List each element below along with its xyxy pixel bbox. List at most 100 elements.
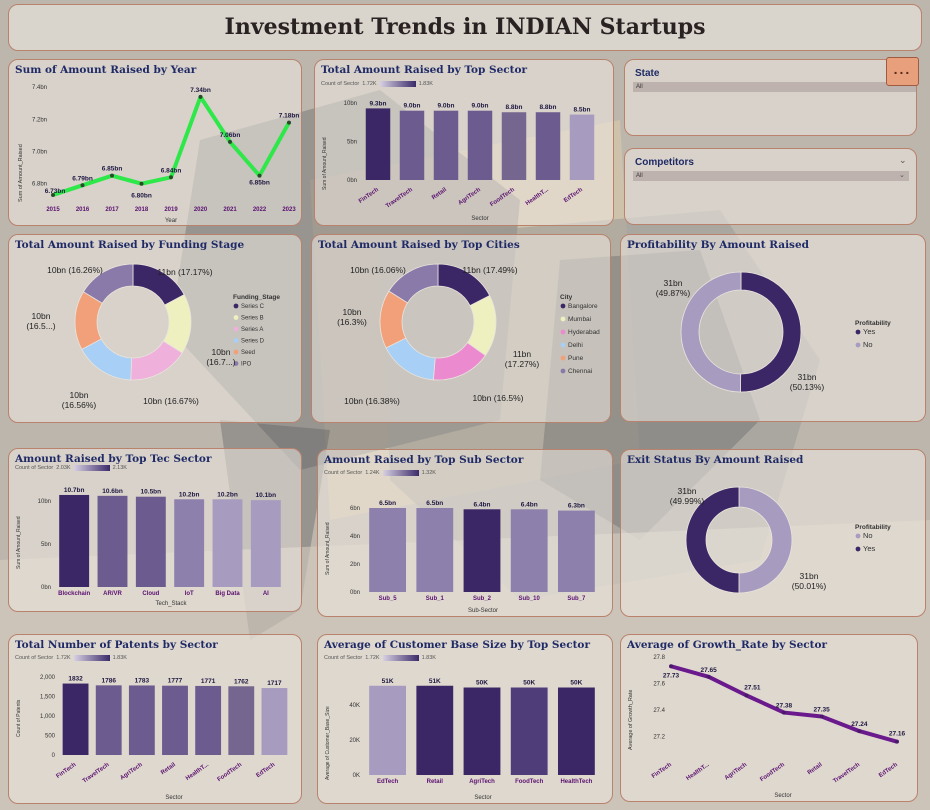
- slice-data-label: 10bn (16.67%): [143, 396, 199, 406]
- bar-data-label: 10.7bn: [64, 487, 85, 494]
- y-tick-label: 500: [45, 734, 56, 740]
- bar: [128, 685, 155, 755]
- dropdown-chevron-icon[interactable]: ⌄: [899, 172, 905, 179]
- profit-donut-panel[interactable]: Profitability By Amount Raised 31bn (50.1…: [620, 234, 926, 422]
- bar: [62, 683, 89, 755]
- x-tick-label: TravelTech: [82, 762, 111, 785]
- x-tick-label: 2017: [105, 207, 119, 213]
- growth-chart-svg: Average of Growth_Rate Sector 27.8 27.6 27…: [628, 655, 906, 799]
- bar-data-label: 10.2bn: [179, 491, 200, 498]
- legend-entry: Series A: [241, 327, 263, 333]
- subsector-chart-legend: Count of Sector 1.24K 1.32K: [324, 470, 436, 476]
- bar: [463, 509, 501, 592]
- x-tick-label: FinTech: [56, 762, 78, 780]
- state-slicer-panel[interactable]: State All: [624, 59, 917, 136]
- year-chart-ylabel: Sum of Amount_Raised: [18, 144, 24, 202]
- legend-entry: Series B: [241, 316, 264, 322]
- competitors-slicer-panel[interactable]: Competitors ⌄ All ⌄: [624, 148, 917, 225]
- data-point: [110, 173, 114, 178]
- y-tick-label: 0: [52, 753, 56, 759]
- y-tick-label: 10bn: [344, 101, 357, 107]
- bar: [399, 110, 425, 180]
- slice-data-label: 10bn (16.5%): [472, 393, 523, 403]
- exit-donut-panel[interactable]: Exit Status By Amount Raised 31bn (50.01%…: [620, 449, 926, 617]
- legend-swatch: [560, 368, 566, 374]
- bar: [510, 687, 548, 775]
- legend-swatch: [855, 533, 861, 539]
- point-data-label: 7.34bn: [190, 87, 211, 94]
- state-slicer-dropdown[interactable]: All: [633, 82, 916, 92]
- tech-chart-panel[interactable]: Amount Raised by Top Tec Sector Count of…: [8, 448, 302, 612]
- patents-legend-min: 1.72K: [56, 655, 71, 661]
- x-tick-label: EdTech: [255, 762, 276, 779]
- bar: [250, 500, 281, 587]
- bar: [535, 112, 561, 180]
- customer-chart-panel[interactable]: Average of Customer Base Size by Top Sec…: [317, 634, 613, 804]
- legend-swatch: [560, 329, 566, 335]
- tech-legend-max: 2.13K: [112, 465, 127, 471]
- bar-data-label: 8.5bn: [574, 107, 591, 114]
- bar: [416, 508, 454, 592]
- bar: [557, 687, 595, 775]
- x-tick-label: Sub_5: [379, 596, 398, 602]
- bar: [369, 685, 407, 775]
- x-tick-label: TravelTech: [385, 187, 414, 210]
- bar-data-label: 51K: [382, 678, 394, 685]
- competitors-slicer-dropdown[interactable]: All: [633, 171, 909, 181]
- x-tick-label: FoodTech: [515, 779, 544, 785]
- funding-donut-svg: 11bn (17.17%) 10bn 10bn (16.67%) 10bn 10bn 10…: [26, 263, 280, 410]
- patents-chart-title: Total Number of Patents by Sector: [15, 639, 218, 651]
- y-tick-label: 0bn: [41, 585, 51, 591]
- x-tick-label: Retail: [427, 779, 444, 785]
- legend-swatch: [855, 342, 861, 348]
- growth-chart-panel[interactable]: Average of Growth_Rate by Sector Average…: [620, 634, 918, 802]
- customer-legend-label: Count of Sector: [324, 655, 363, 661]
- data-point: [198, 94, 203, 99]
- y-tick-label: 5bn: [41, 542, 51, 548]
- chevron-down-icon[interactable]: ⌄: [899, 155, 907, 165]
- bar-data-label: 9.0bn: [438, 103, 455, 110]
- patents-chart-ylabel: Count of Patents: [16, 699, 22, 737]
- y-tick-label: 4bn: [350, 534, 360, 540]
- sector-legend-gradient: [379, 81, 416, 87]
- subsector-chart-panel[interactable]: Amount Raised by Top Sub Sector Count of…: [317, 449, 613, 617]
- legend-entry: IPO: [241, 362, 252, 368]
- slice-data-label: (49.87%): [656, 288, 691, 298]
- legend-entry: Delhi: [568, 342, 583, 349]
- more-options-button[interactable]: ...: [886, 57, 919, 86]
- tech-legend-min: 2.03K: [56, 465, 71, 471]
- bar-data-label: 1832: [68, 676, 83, 683]
- legend-entry: Bangalore: [568, 303, 598, 310]
- legend-entry: Series C: [241, 304, 265, 310]
- x-tick-label: FoodTech: [759, 762, 786, 783]
- legend-swatch: [855, 546, 861, 552]
- slice-data-label: 31bn: [678, 486, 697, 496]
- year-chart-svg: Sum of Amount_Raised Year 7.4bn 7.2bn 7.0b…: [18, 85, 299, 224]
- legend-swatch: [233, 303, 239, 309]
- legend-title: City: [560, 294, 573, 301]
- slice-data-label: 31bn: [800, 571, 819, 581]
- cities-donut-panel[interactable]: Total Amount Raised by Top Cities 11bn (…: [311, 234, 611, 423]
- dashboard-title-bar: Investment Trends in INDIAN Startups: [8, 4, 922, 51]
- bar-data-label: 6.3bn: [568, 503, 585, 510]
- exit-donut-title: Exit Status By Amount Raised: [627, 454, 804, 466]
- point-data-label: 6.73bn: [45, 188, 66, 195]
- sector-chart-legend: Count of Sector 1.72K 1.83K: [321, 81, 433, 87]
- data-point: [782, 710, 786, 715]
- profit-donut-svg: 31bn(50.13%)31bn(49.87%)ProfitabilityYes…: [656, 271, 891, 393]
- year-chart-panel[interactable]: Sum of Amount Raised by Year Sum of Amou…: [8, 59, 302, 226]
- patents-chart-panel[interactable]: Total Number of Patents by Sector Count …: [8, 634, 302, 804]
- sector-chart-panel[interactable]: Total Amount Raised by Top Sector Count …: [314, 59, 614, 226]
- bar-data-label: 8.8bn: [540, 104, 557, 111]
- tech-chart-title: Amount Raised by Top Tec Sector: [15, 453, 212, 465]
- funding-donut-panel[interactable]: Total Amount Raised by Funding Stage 11b…: [8, 234, 302, 423]
- y-tick-label: 10bn: [38, 499, 51, 505]
- slice-data-label: (16.56%): [62, 400, 97, 410]
- donut-slice: [82, 263, 134, 304]
- bar-data-label: 50K: [476, 680, 488, 687]
- x-tick-label: EdTech: [377, 779, 399, 785]
- legend-swatch: [233, 361, 239, 366]
- bar: [369, 508, 407, 592]
- legend-title: Funding_Stage: [233, 294, 280, 301]
- x-tick-label: HealthT...: [185, 762, 210, 782]
